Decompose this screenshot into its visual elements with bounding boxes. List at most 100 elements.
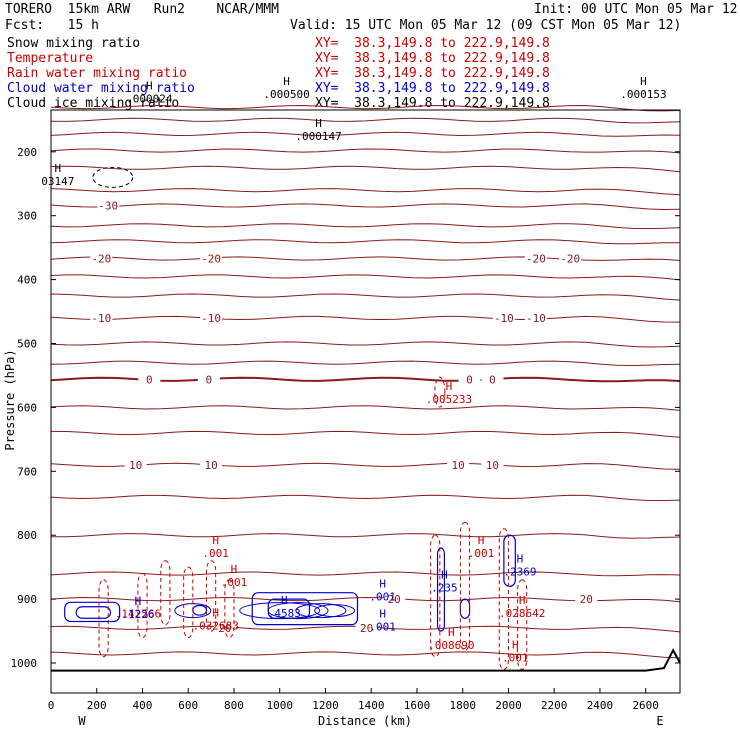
isotherm-label: 10 <box>486 459 499 472</box>
isotherm-label-bg <box>200 311 223 324</box>
high-marker-h: H <box>512 639 519 652</box>
rain-contour <box>459 521 471 651</box>
high-marker-h: H <box>281 594 288 607</box>
high-marker-value: .001 <box>369 620 396 633</box>
isotherm-line <box>50 462 681 470</box>
y-tick-label: 700 <box>17 465 37 478</box>
isotherm-label-bg <box>383 593 406 606</box>
isotherm-line <box>50 293 681 301</box>
isotherm-label: 10 <box>204 459 217 472</box>
isotherm-label-bg <box>559 252 582 265</box>
legend-cloud-water: Cloud water mixing ratio <box>7 81 195 96</box>
high-marker-h: H <box>379 607 386 620</box>
valid-time: Valid: 15 UTC Mon 05 Mar 12 (09 CST Mon … <box>290 18 682 33</box>
cloud-water-contour <box>251 592 359 626</box>
isotherm-line <box>50 430 681 438</box>
high-marker-value: .005233 <box>426 393 472 406</box>
isotherm-label-bg <box>492 311 515 324</box>
isotherm-label-bg <box>355 621 378 634</box>
x-tick-label: 2000 <box>495 699 522 712</box>
y-tick-label: 300 <box>17 210 37 223</box>
isotherm-line <box>50 494 681 501</box>
west-label: W <box>78 714 86 728</box>
legend-snow: Snow mixing ratio <box>7 36 141 51</box>
y-tick-label: 1000 <box>11 657 38 670</box>
high-marker-h: H <box>146 79 153 92</box>
high-marker-value: .000024 <box>126 92 173 105</box>
legend-rain: Rain water mixing ratio <box>7 66 188 81</box>
x-tick-label: 600 <box>178 699 198 712</box>
y-tick-label: 200 <box>17 146 37 159</box>
rain-contour <box>206 560 217 632</box>
rain-contours <box>92 166 528 670</box>
high-marker-value: .001 <box>221 576 248 589</box>
x-tick-label: 200 <box>87 699 107 712</box>
high-marker-value: .142566 <box>115 608 161 621</box>
high-marker-h: H <box>212 534 219 547</box>
high-marker-h: H <box>135 595 142 608</box>
high-markers: H.000024H.000500H.000147H.000153H03147H.… <box>41 75 666 665</box>
high-marker-value: .028642 <box>499 607 545 620</box>
rain-contour <box>224 579 235 638</box>
high-marker-h: H <box>212 607 219 620</box>
isotherm-line <box>50 104 681 112</box>
isotherm-label-bg <box>124 458 147 471</box>
high-marker-h: H <box>478 534 485 547</box>
isotherm-label: 20 <box>360 622 373 635</box>
x-tick-label: 2400 <box>587 699 614 712</box>
east-label: E <box>656 714 663 728</box>
isotherm-line <box>50 405 681 411</box>
isotherm-label-bg <box>90 311 113 324</box>
isotherm-label-bg <box>90 252 113 265</box>
isotherm-label-bg <box>481 373 504 386</box>
x-tick-label: 1400 <box>358 699 385 712</box>
cloud-water-contour <box>436 547 446 632</box>
isotherm-label: 0 <box>146 373 153 386</box>
y-tick-label: 400 <box>17 274 37 287</box>
high-marker-h: H <box>640 75 647 88</box>
isotherm-label-bg <box>524 252 547 265</box>
isotherm-label: -20 <box>526 253 546 266</box>
y-tick-label: 600 <box>17 401 37 414</box>
isotherm-line <box>51 533 681 539</box>
isotherm-label-bg <box>197 373 220 386</box>
high-marker-h: H <box>441 568 448 581</box>
isotherms: -30 -20 -20 -20 -20 -10 -10 -10 -10 0 0 0 0 10 10 10 10 2… <box>50 104 681 659</box>
isotherm-line <box>50 148 681 154</box>
cloud-water-contour <box>75 606 112 619</box>
x-tick-label: 400 <box>133 699 153 712</box>
high-marker-h: H <box>135 595 142 608</box>
rain-contour <box>434 376 446 408</box>
isotherm-line <box>50 188 681 196</box>
isotherm-line <box>50 223 681 230</box>
isotherm-line <box>50 651 681 659</box>
rain-contour <box>430 534 441 658</box>
isotherm-label-bg <box>200 252 223 265</box>
high-marker-value: .000153 <box>620 88 666 101</box>
high-marker-h: H <box>55 162 62 175</box>
isotherm-label: -10 <box>201 312 221 325</box>
high-marker-value: .000147 <box>295 130 341 143</box>
high-marker-value: .2369 <box>503 565 536 578</box>
rain-contour <box>98 579 109 658</box>
isotherm-label: 20 <box>580 593 593 606</box>
x-tick-label: 1600 <box>404 699 431 712</box>
terrain <box>51 648 681 672</box>
forecast-hour: Fcst: 15 h <box>5 18 99 33</box>
high-marker-h: H <box>517 552 524 565</box>
isotherm-label: 0 <box>466 373 473 386</box>
isotherm-label: 10 <box>452 459 465 472</box>
isotherm-label: 10 <box>129 459 142 472</box>
legend-rain-xy: XY= 38.3,149.8 to 222.9,149.8 <box>315 66 550 81</box>
isotherm-line <box>50 341 681 348</box>
legend-snow-xy: XY= 38.3,149.8 to 222.9,149.8 <box>315 36 550 51</box>
legend-cloud-ice-xy: XY= 38.3,149.8 to 222.9,149.8 <box>315 96 550 111</box>
isotherm-line <box>50 315 681 323</box>
snow-contour <box>92 166 134 188</box>
y-tick-label: 800 <box>17 529 37 542</box>
isotherm-label: -20 <box>201 253 221 266</box>
isotherm-line <box>50 239 680 245</box>
isotherm-line <box>50 203 681 211</box>
isotherm-label-bg <box>97 199 120 212</box>
